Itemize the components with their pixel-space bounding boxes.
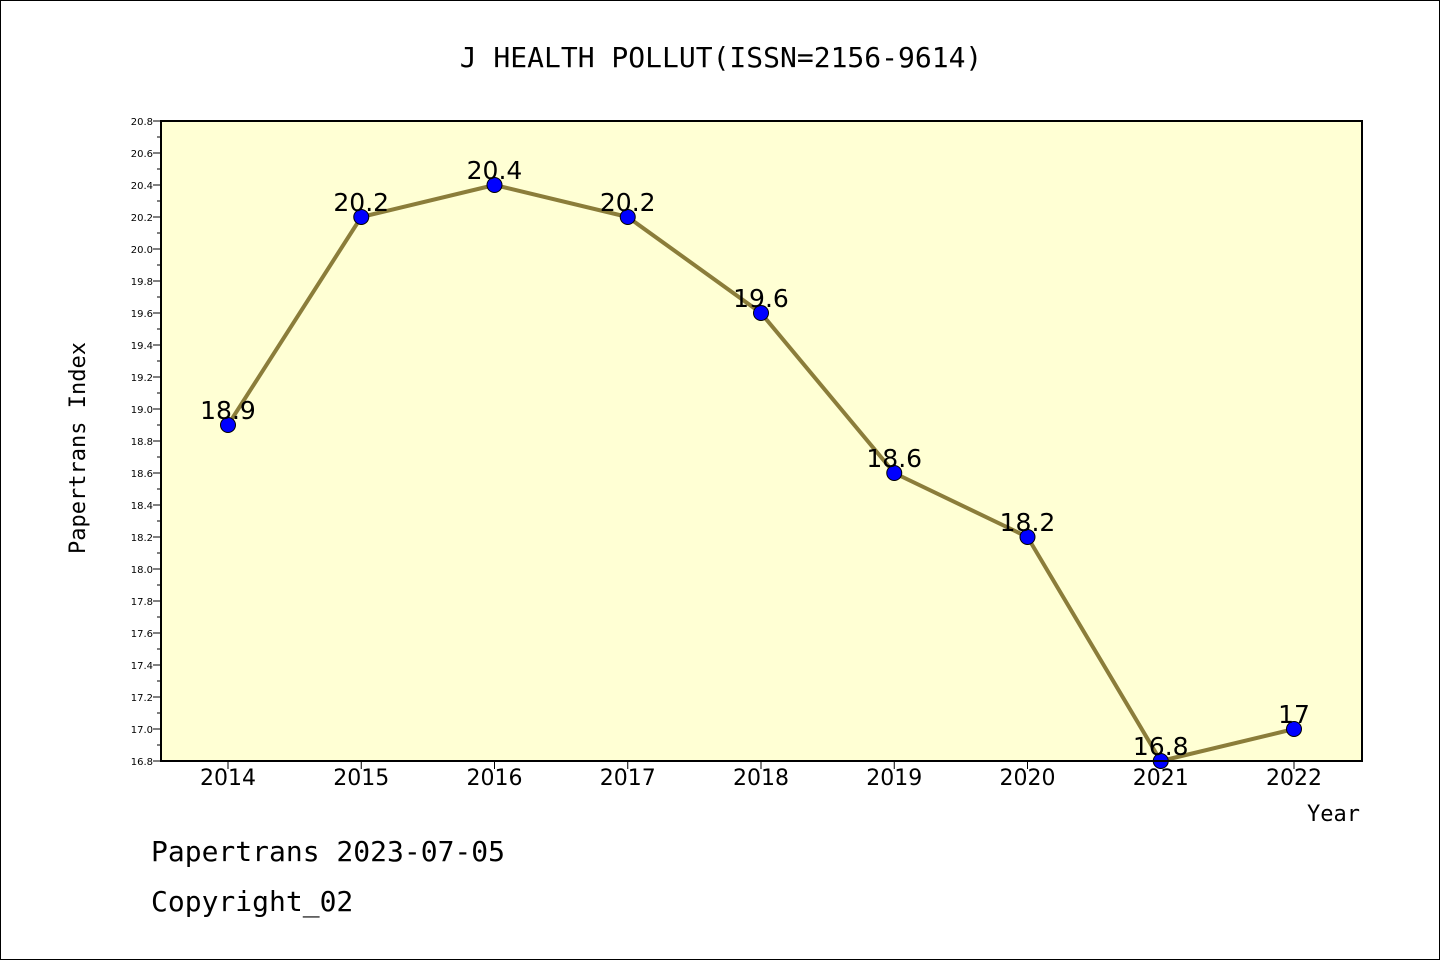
data-label: 20.4 <box>467 156 523 185</box>
data-label: 18.2 <box>1000 508 1056 537</box>
data-point <box>619 209 636 225</box>
y-tick-label: 18.6 <box>131 469 153 480</box>
y-tick-label: 18.0 <box>131 565 153 576</box>
y-tick-label: 17.2 <box>131 693 153 704</box>
x-tick-label: 2020 <box>1000 766 1056 791</box>
series-group: 18.9 20.2 20.4 20.2 19.6 18.6 18.2 16.8 17 <box>200 156 1310 769</box>
y-tick-label: 18.2 <box>131 533 153 544</box>
y-tick-label: 19.2 <box>131 373 153 384</box>
x-tick-label: 2021 <box>1133 766 1189 791</box>
y-tick-label: 17.4 <box>131 661 153 672</box>
y-tick-label: 20.2 <box>131 213 153 224</box>
data-label: 18.6 <box>866 444 922 473</box>
x-tick-label: 2015 <box>333 766 389 791</box>
y-tick-label: 18.8 <box>131 437 153 448</box>
y-tick-label: 17.6 <box>131 629 153 640</box>
y-axis-label: Papertrans Index <box>66 342 91 554</box>
x-tick-label: 2018 <box>733 766 789 791</box>
data-label: 20.2 <box>600 188 656 217</box>
plot-area <box>161 121 1362 761</box>
y-tick-label: 19.4 <box>131 341 153 352</box>
footer-date: Papertrans 2023-07-05 <box>151 835 506 868</box>
y-axis: 16.8 17.0 17.2 17.4 17.6 17.8 18.0 18.2 18.4 18.6… <box>131 117 161 768</box>
y-tick-label: 20.8 <box>131 117 153 128</box>
x-axis: 2014 2015 2016 2017 2018 2019 2020 2021 2022 <box>200 761 1322 791</box>
data-point <box>886 465 903 481</box>
x-tick-label: 2019 <box>866 766 922 791</box>
y-tick-label: 20.0 <box>131 245 153 256</box>
y-tick-label: 18.4 <box>131 501 153 512</box>
x-tick-label: 2017 <box>600 766 656 791</box>
footer-copyright: Copyright_02 <box>151 885 354 918</box>
plot-border <box>160 120 1363 762</box>
x-axis-label: Year <box>1307 802 1360 827</box>
data-label: 19.6 <box>733 284 789 313</box>
data-point <box>753 305 769 321</box>
x-tick-label: 2016 <box>467 766 523 791</box>
data-point <box>353 209 370 225</box>
y-tick-label: 19.0 <box>131 405 153 416</box>
y-tick-label: 16.8 <box>131 757 153 768</box>
y-tick-label: 20.4 <box>131 181 153 192</box>
data-point <box>486 177 503 193</box>
y-tick-label: 20.6 <box>131 149 153 160</box>
y-tick-label: 17.8 <box>131 597 153 608</box>
data-point <box>220 417 236 433</box>
data-point <box>1019 529 1036 545</box>
y-tick-label: 19.6 <box>131 309 153 320</box>
x-tick-label: 2014 <box>200 766 256 791</box>
data-label: 18.9 <box>200 396 256 425</box>
data-label: 16.8 <box>1133 732 1189 761</box>
data-label: 17 <box>1278 700 1310 729</box>
x-tick-label: 2022 <box>1266 766 1322 791</box>
y-tick-label: 19.8 <box>131 277 153 288</box>
y-tick-label: 17.0 <box>131 725 153 736</box>
chart-title: J HEALTH POLLUT(ISSN=2156-9614) <box>460 41 983 74</box>
data-label: 20.2 <box>333 188 389 217</box>
data-point <box>1286 721 1302 737</box>
